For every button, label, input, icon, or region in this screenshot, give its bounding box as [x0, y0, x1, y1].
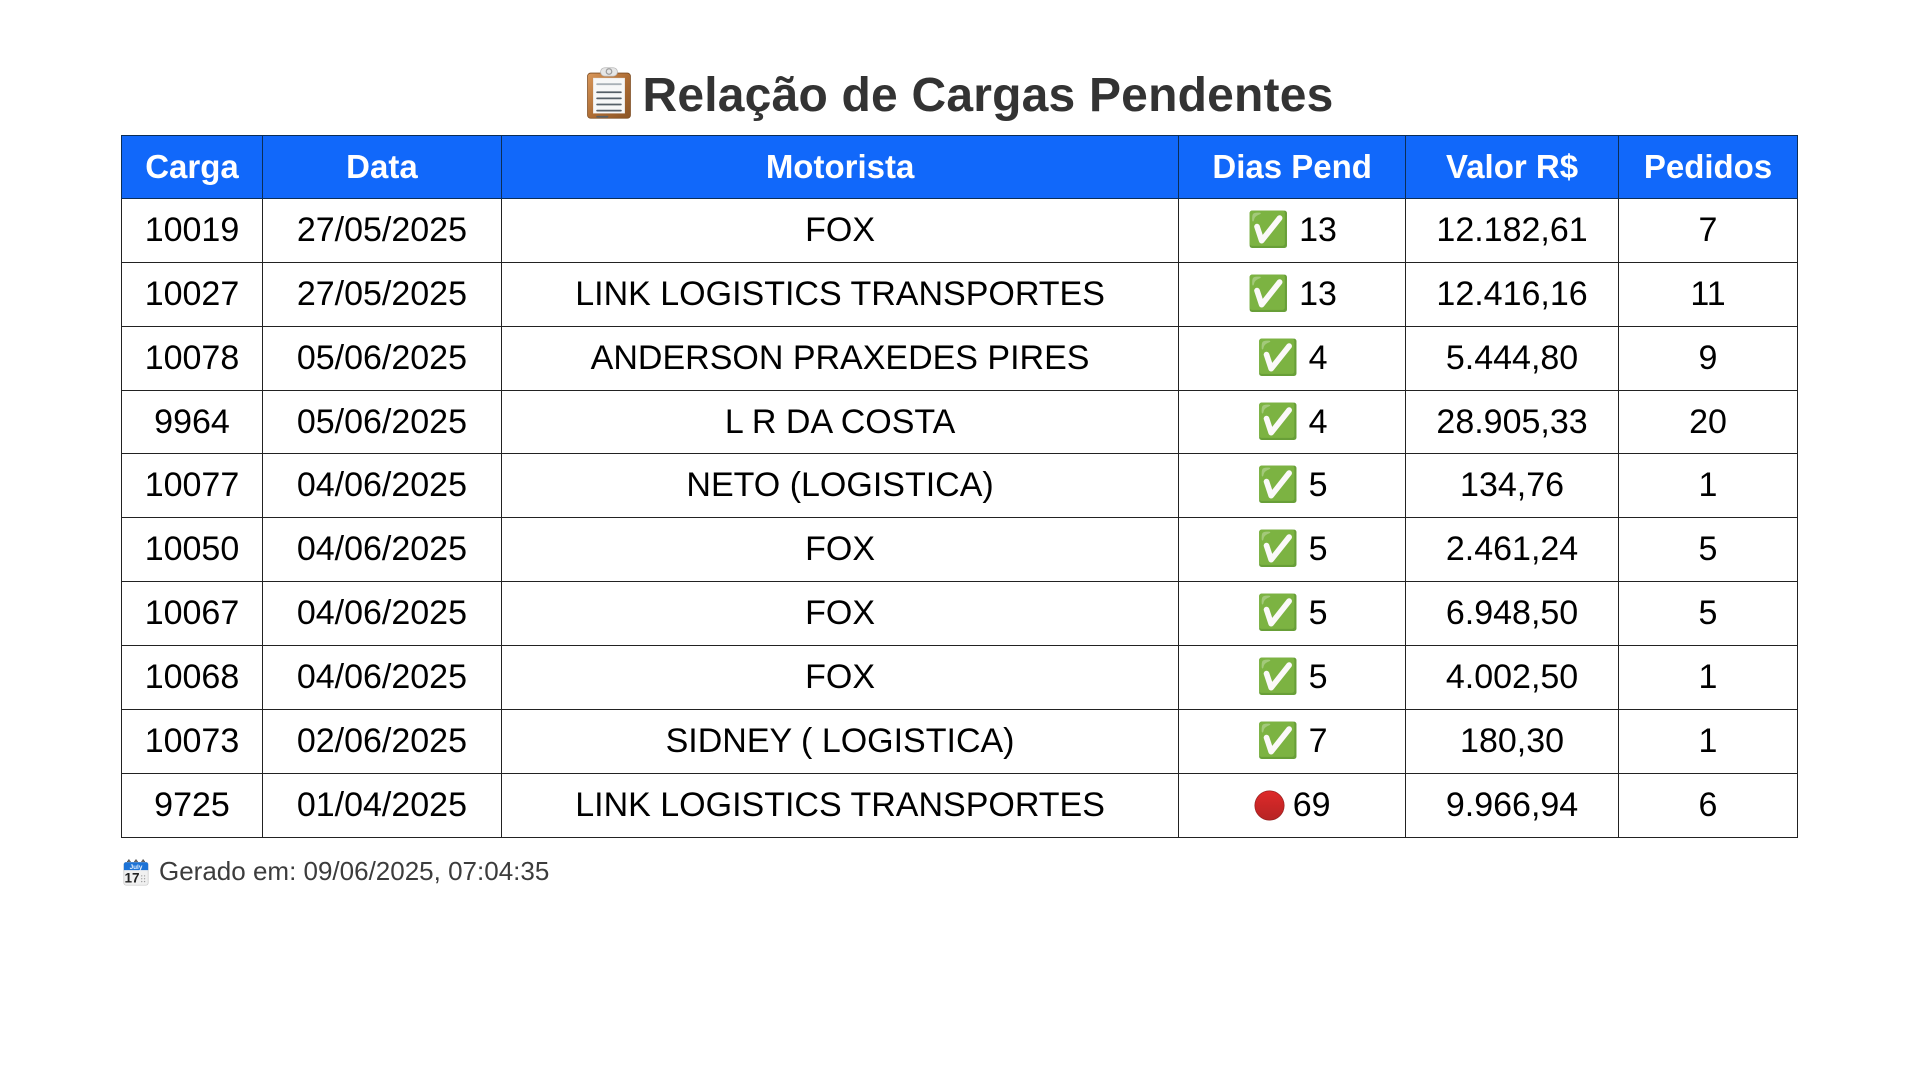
svg-text:17: 17: [125, 871, 140, 886]
